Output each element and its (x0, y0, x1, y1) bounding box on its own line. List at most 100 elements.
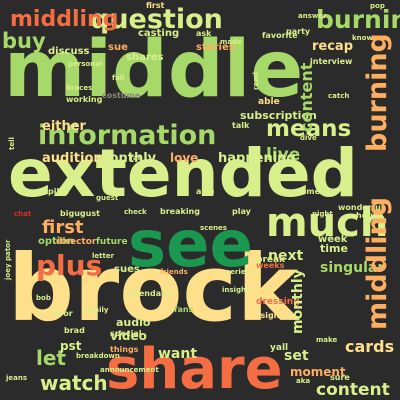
word-talk: shares (126, 52, 164, 63)
word-much: much (266, 200, 388, 246)
word-see: see (128, 208, 253, 282)
word-series: pop (370, 2, 385, 10)
word-still: family (84, 306, 109, 314)
word-answer: letter (92, 252, 115, 260)
word-tell: ask (196, 29, 212, 38)
word-discuss: week (318, 234, 348, 245)
word-friends: also (196, 187, 215, 196)
word-brock: brock (8, 235, 300, 342)
word-announcement: friends (160, 268, 188, 276)
word-future: party (286, 27, 311, 36)
word-brad: yall (270, 343, 288, 353)
word-director: interview (310, 57, 353, 66)
word-costume: first (146, 1, 165, 10)
word-week-small: make (316, 336, 337, 344)
word-sure: play (232, 207, 252, 216)
word-dive: made (220, 38, 242, 46)
word-aka: breaking (160, 207, 200, 216)
word-pst: cards (345, 337, 394, 356)
word-made: fan (130, 154, 143, 162)
word-calendars: house (356, 211, 384, 220)
word-audio: video (110, 329, 147, 343)
word-sue: love (170, 151, 198, 165)
word-casting: audio (116, 316, 151, 329)
word-wonderful: pilot (48, 187, 69, 196)
word-jeans: fall (112, 74, 125, 82)
word-buy: burning (316, 5, 400, 34)
word-play: bigugust (60, 209, 100, 218)
word-fan: sure (330, 373, 350, 382)
word-insight: joey pator (4, 239, 12, 281)
word-monthly-vertical: monthly (290, 269, 306, 334)
word-burning-vertical: burning (362, 33, 393, 152)
word-bigugust: insights (252, 311, 288, 320)
word-information: information (38, 120, 216, 151)
word-subscription: want (158, 346, 197, 362)
word-happening: live (266, 145, 300, 165)
word-know: guest (96, 194, 119, 202)
word-pop: check (124, 208, 147, 216)
word-ask: personal (68, 60, 102, 68)
word-sues: favorite (262, 31, 298, 40)
word-breakdown: tell (8, 137, 16, 150)
word-read: know (352, 34, 373, 42)
word-family: read (252, 72, 260, 90)
word-video: recap (312, 39, 353, 54)
word-question: question (90, 4, 223, 35)
word-yall: talk (232, 121, 250, 130)
word-weeks: costume (102, 91, 141, 100)
word-plus: middling (10, 7, 118, 32)
word-pilot: weeks (256, 261, 285, 270)
word-share: share (106, 337, 283, 400)
word-scenes: dive (300, 134, 317, 142)
word-personal: aka (296, 377, 310, 385)
word-night: bob (36, 294, 51, 302)
word-interview: sue (108, 42, 128, 53)
word-fall: door (52, 309, 73, 318)
word-insights: future (96, 237, 128, 247)
word-braces: calendars (126, 289, 170, 298)
word-either: next (268, 248, 303, 264)
word-stories: time (320, 242, 348, 255)
word-fans: comedy (296, 187, 332, 196)
word-shares: option (38, 236, 74, 247)
word-come: night (312, 210, 333, 218)
word-writer: scenes (200, 224, 227, 232)
word-working: fans (174, 305, 194, 314)
word-first: buy (2, 29, 46, 53)
word-audition: subscription (240, 109, 317, 122)
word-middling-vertical: middling (362, 197, 393, 330)
word-party: stories (196, 42, 235, 53)
word-favorite: discuss (48, 46, 90, 57)
word-guest: announcement (100, 366, 159, 374)
word-letter: braces (66, 84, 92, 92)
word-door: wonderful (338, 203, 384, 212)
word-special: sues (114, 264, 140, 275)
word-bob: answer (298, 12, 327, 20)
word-means: means (266, 116, 351, 142)
word-recap: singular (320, 260, 384, 276)
word-singular: happening (218, 151, 296, 166)
word-chat: dressing (256, 297, 300, 307)
word-watch: first (42, 217, 84, 238)
word-breaking: chat (14, 210, 32, 218)
word-dressing: director (56, 237, 97, 247)
word-option: pst (60, 339, 82, 353)
word-want: watch (40, 371, 108, 395)
word-able: casting (138, 28, 179, 39)
word-live: let (36, 346, 66, 370)
word-extended: extended (8, 135, 358, 212)
word-next: content (316, 380, 390, 400)
word-house: brad (64, 326, 85, 335)
word-comedy: things (110, 345, 139, 354)
word-joey-pator: catch (328, 92, 349, 100)
word-time: moment (290, 365, 346, 379)
word-cards: audition (42, 151, 103, 166)
word-episode: insight (222, 286, 250, 294)
word-week: set (284, 348, 309, 364)
word-middle: middle (4, 25, 303, 115)
word-let: plus (36, 249, 102, 282)
